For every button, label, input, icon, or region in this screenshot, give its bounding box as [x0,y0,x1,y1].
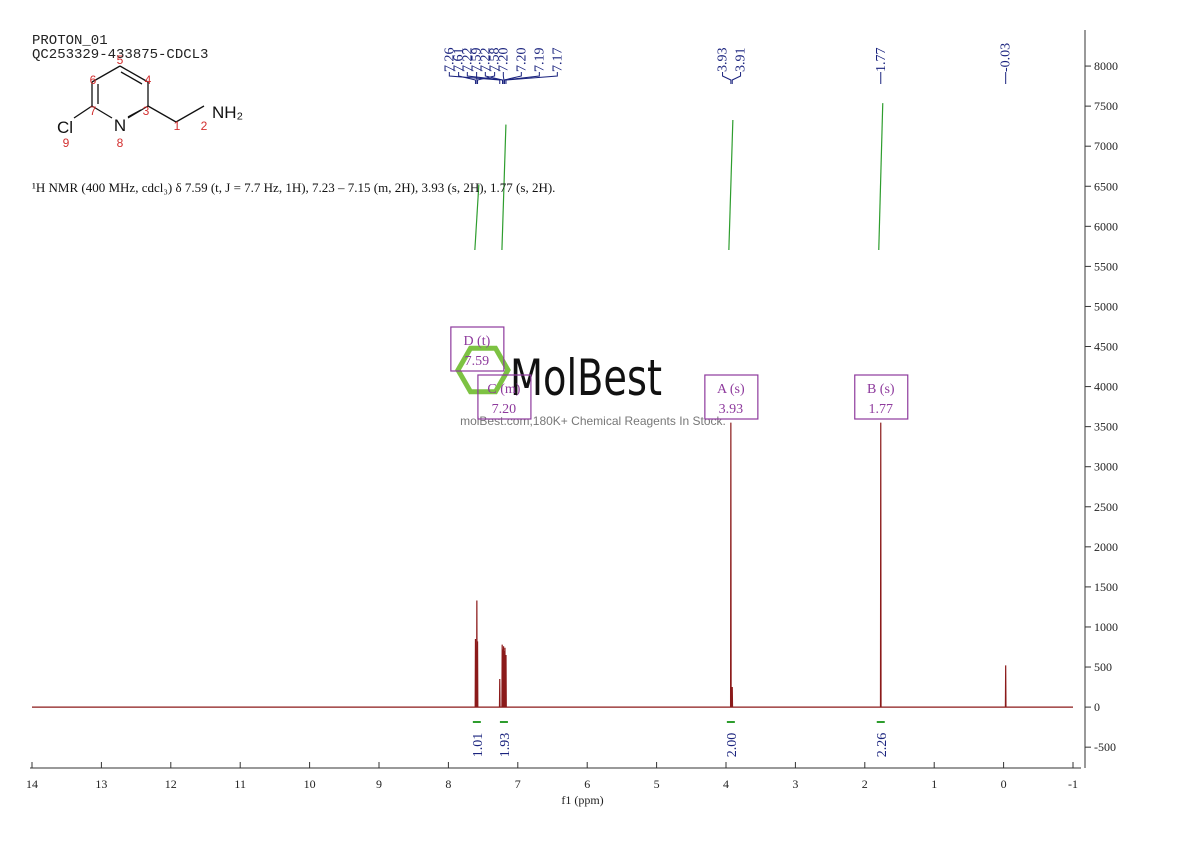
peak-label: 7.26 [442,48,457,73]
peak-label: 7.61 [452,48,467,73]
peak-leader [505,72,558,84]
peak-leader [458,72,476,84]
multiplet-shift: 1.77 [869,402,894,417]
y-tick-label: 4000 [1094,380,1118,394]
y-tick-label: 1000 [1094,620,1118,634]
y-tick-label: 6000 [1094,219,1118,233]
multiplet-box [477,374,532,420]
x-tick-label: 1 [931,777,937,791]
multiplet-shift: 3.93 [719,402,744,417]
x-tick-label: 13 [95,777,107,791]
experiment-name: PROTON_01 [32,33,108,49]
atom-label: Cl [57,118,73,137]
y-tick-label: 0 [1094,700,1100,714]
multiplet-box [450,326,505,372]
multiplet-name: C (m) [487,382,520,397]
watermark-logo [455,345,511,395]
watermark-brand: MolBest [510,349,662,407]
peak-label: 7.59 [470,48,485,73]
y-tick-label: 4500 [1094,340,1118,354]
nmr-description: ¹H NMR (400 MHz, cdcl₃) δ 7.59 (t, J = 7… [32,180,556,195]
peak-label: 7.19 [532,48,547,73]
y-tick-label: -500 [1094,740,1116,754]
integral-label: 2.00 [725,733,740,758]
peak-label: 7.22 [478,48,493,73]
atom-number: 5 [117,53,124,67]
multiplet-shift: 7.20 [492,402,517,417]
peak-leader [722,72,732,84]
multiplet-name: A (s) [717,382,745,397]
y-tick-label: 3000 [1094,460,1118,474]
y-tick-label: 3500 [1094,420,1118,434]
y-tick-label: 5500 [1094,259,1118,273]
x-tick-label: -1 [1068,777,1078,791]
peak-leader [731,72,742,84]
peak-leader [484,72,504,84]
integral-label: 1.93 [498,733,513,758]
y-tick-label: 6500 [1094,179,1118,193]
x-tick-label: 9 [376,777,382,791]
peak-label: 7.22 [460,48,475,73]
y-tick-label: 2000 [1094,540,1118,554]
watermark-tagline: molBest.com,180K+ Chemical Reagents In S… [460,414,726,428]
peak-label: 3.91 [734,48,749,73]
atom-number: 1 [174,119,181,133]
x-tick-label: 5 [654,777,660,791]
multiplet-box [704,374,759,420]
x-tick-label: 3 [792,777,798,791]
peak-label: 7.20 [496,48,511,73]
y-tick-label: 5000 [1094,299,1118,313]
x-tick-label: 10 [304,777,316,791]
x-tick-label: 4 [723,777,729,791]
atom-label: NH₂ [212,103,243,122]
peak-label: 1.77 [874,48,889,73]
multiplet-name: D (t) [463,334,490,349]
integral-curve [728,119,734,251]
x-tick-label: 14 [26,777,38,791]
x-tick-label: 12 [165,777,177,791]
atom-number: 4 [145,73,152,87]
y-tick-label: 1500 [1094,580,1118,594]
atom-number: 2 [201,119,208,133]
x-tick-label: 7 [515,777,521,791]
multiplet-name: B (s) [867,382,895,397]
x-tick-label: 2 [862,777,868,791]
y-tick-label: 2500 [1094,500,1118,514]
peak-leader [503,72,522,84]
peak-label: 3.93 [716,48,731,73]
atom-number: 8 [117,136,124,150]
peak-label: 7.58 [488,48,503,73]
integral-label: 2.26 [875,733,890,758]
y-tick-label: 7000 [1094,139,1118,153]
integral-curve [474,184,480,251]
peak-leader [504,72,540,84]
atom-number: 6 [90,73,97,87]
multiplet-box [854,374,909,420]
integral-label: 1.01 [471,733,486,758]
atom-number: 7 [90,104,97,118]
integral-curve [501,124,507,251]
peak-label: 7.17 [550,48,565,73]
atom-number: 3 [143,104,150,118]
y-tick-label: 500 [1094,660,1112,674]
y-tick-label: 8000 [1094,59,1118,73]
peak-leader [448,72,501,84]
atom-number: 9 [63,136,70,150]
peak-label: 7.20 [514,48,529,73]
x-axis-label: f1 (ppm) [561,793,603,807]
atom-label: N [114,116,126,135]
spectrum-line [32,422,1073,708]
multiplet-shift: 7.59 [465,354,490,369]
x-tick-label: 8 [445,777,451,791]
peak-label: -0.03 [999,43,1014,72]
x-tick-label: 6 [584,777,590,791]
y-tick-label: 7500 [1094,99,1118,113]
integral-curve [878,103,884,251]
x-tick-label: 11 [234,777,246,791]
sample-name: QC253329-433875-CDCL3 [32,47,208,63]
molecule [73,65,205,123]
x-tick-label: 0 [1001,777,1007,791]
